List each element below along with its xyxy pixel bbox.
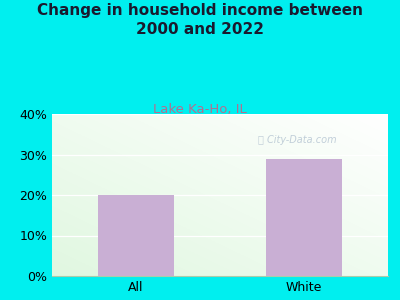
Text: Lake Ka-Ho, IL: Lake Ka-Ho, IL (153, 103, 247, 116)
Text: ⓘ City-Data.com: ⓘ City-Data.com (258, 135, 336, 145)
Bar (98, 195, 174, 276)
Bar (266, 158, 342, 276)
Text: Change in household income between
2000 and 2022: Change in household income between 2000 … (37, 3, 363, 37)
